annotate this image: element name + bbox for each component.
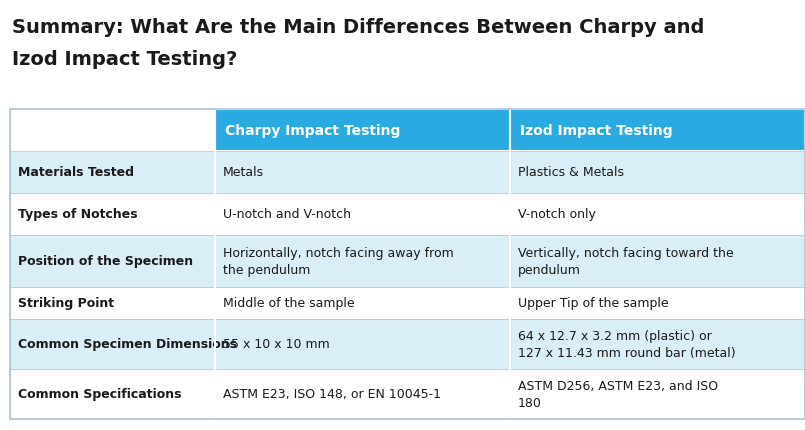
- Bar: [10, 110, 215, 152]
- Text: Izod Impact Testing?: Izod Impact Testing?: [12, 50, 237, 69]
- Bar: [215, 194, 510, 236]
- Text: Charpy Impact Testing: Charpy Impact Testing: [225, 124, 400, 138]
- Bar: [10, 236, 215, 287]
- Text: Materials Tested: Materials Tested: [18, 166, 134, 179]
- Text: 64 x 12.7 x 3.2 mm (plastic) or
127 x 11.43 mm round bar (metal): 64 x 12.7 x 3.2 mm (plastic) or 127 x 11…: [518, 329, 736, 359]
- Bar: [215, 319, 510, 369]
- Bar: [510, 369, 805, 419]
- Bar: [215, 152, 510, 194]
- Text: Position of the Specimen: Position of the Specimen: [18, 255, 193, 268]
- Text: Types of Notches: Types of Notches: [18, 208, 138, 221]
- Bar: [215, 110, 510, 152]
- Bar: [10, 110, 805, 419]
- Text: Common Specimen Dimensions: Common Specimen Dimensions: [18, 338, 237, 351]
- Bar: [510, 152, 805, 194]
- Bar: [510, 194, 805, 236]
- Text: Middle of the sample: Middle of the sample: [223, 297, 355, 310]
- Text: Upper Tip of the sample: Upper Tip of the sample: [518, 297, 669, 310]
- Text: Vertically, notch facing toward the
pendulum: Vertically, notch facing toward the pend…: [518, 246, 733, 276]
- Text: V-notch only: V-notch only: [518, 208, 596, 221]
- Text: 55 x 10 x 10 mm: 55 x 10 x 10 mm: [223, 338, 330, 351]
- Bar: [215, 369, 510, 419]
- Text: Izod Impact Testing: Izod Impact Testing: [520, 124, 673, 138]
- Text: Horizontally, notch facing away from
the pendulum: Horizontally, notch facing away from the…: [223, 246, 454, 276]
- Text: Plastics & Metals: Plastics & Metals: [518, 166, 624, 179]
- Bar: [215, 287, 510, 319]
- Text: ASTM E23, ISO 148, or EN 10045-1: ASTM E23, ISO 148, or EN 10045-1: [223, 387, 441, 401]
- Bar: [10, 369, 215, 419]
- Text: Summary: What Are the Main Differences Between Charpy and: Summary: What Are the Main Differences B…: [12, 18, 704, 37]
- Bar: [10, 319, 215, 369]
- Text: Striking Point: Striking Point: [18, 297, 114, 310]
- Bar: [510, 319, 805, 369]
- Text: U-notch and V-notch: U-notch and V-notch: [223, 208, 351, 221]
- Bar: [215, 236, 510, 287]
- Bar: [510, 287, 805, 319]
- Bar: [510, 110, 805, 152]
- Bar: [10, 194, 215, 236]
- Bar: [10, 152, 215, 194]
- Text: Common Specifications: Common Specifications: [18, 387, 181, 401]
- Bar: [510, 236, 805, 287]
- Text: ASTM D256, ASTM E23, and ISO
180: ASTM D256, ASTM E23, and ISO 180: [518, 379, 718, 409]
- Text: Metals: Metals: [223, 166, 264, 179]
- Bar: [10, 287, 215, 319]
